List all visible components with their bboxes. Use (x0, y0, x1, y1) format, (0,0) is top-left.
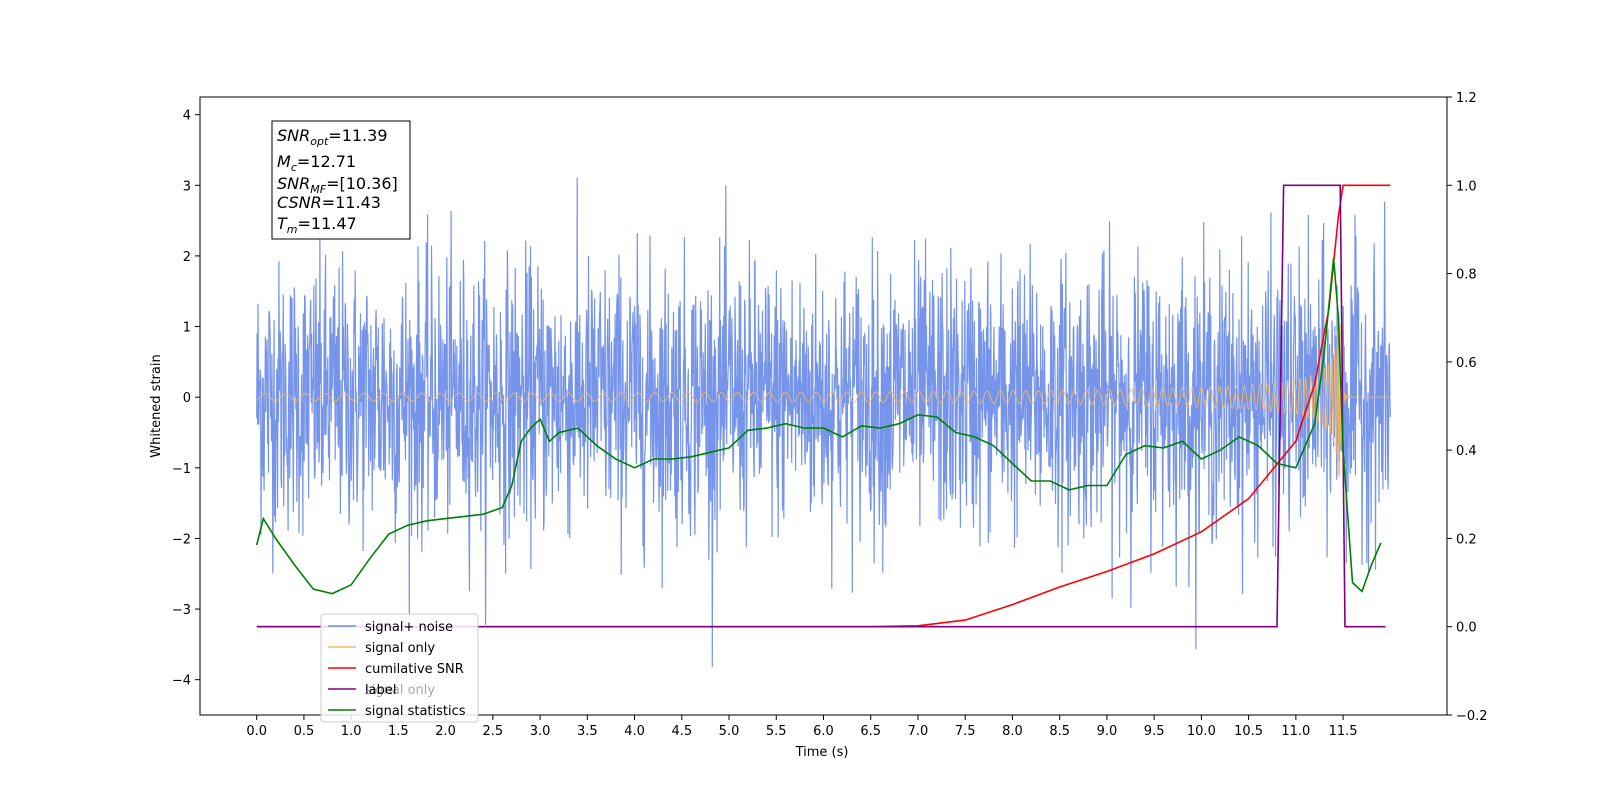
y2-tick-label: 0.2 (1456, 532, 1477, 547)
series-signal-statistics (255, 258, 1382, 595)
x-tick-label: 7.5 (955, 724, 976, 739)
x-tick-label: 11.5 (1329, 724, 1358, 739)
annotation-snr-opt: SNRopt=11.39 (277, 126, 388, 148)
x-tick-label: 9.5 (1144, 724, 1165, 739)
x-tick-label: 10.0 (1187, 724, 1216, 739)
y-tick-label: 4 (183, 109, 191, 124)
x-tick-label: 11.0 (1281, 724, 1310, 739)
legend-entry-label: signal only label (328, 683, 435, 698)
x-tick-label: 9.0 (1097, 724, 1118, 739)
plot-area (255, 177, 1391, 668)
x-tick-label: 0.5 (294, 724, 315, 739)
y2-tick-label: 1.0 (1456, 179, 1477, 194)
legend-label: label (365, 683, 396, 698)
y-tick-label: 3 (183, 179, 191, 194)
x-axis: 0.0 0.5 1.0 1.5 2.0 2.5 3.0 3.5 4.0 4.5 5.0 5.5 6.0 6… (246, 715, 1358, 739)
series-label (256, 184, 1386, 628)
y-tick-label: 0 (183, 391, 191, 406)
x-tick-label: 4.5 (671, 724, 692, 739)
legend-entry-signal-plus-noise: signal+ noise (328, 620, 453, 635)
legend-label: signal statistics (365, 704, 466, 719)
legend-entry-signal-statistics: signal statistics (328, 704, 466, 719)
x-tick-label: 6.0 (813, 724, 834, 739)
x-tick-label: 8.5 (1049, 724, 1070, 739)
y-axis-right: 1.2 1.0 0.8 0.6 0.4 0.2 0.0 −0.2 (1447, 91, 1488, 724)
annotation-snr-mf: SNRMF=[10.36] (277, 174, 398, 196)
y-tick-label: −3 (172, 603, 191, 618)
x-tick-label: 0.0 (246, 724, 267, 739)
annotation-csnr: CSNR=11.43 (277, 193, 381, 212)
x-tick-label: 2.0 (435, 724, 456, 739)
x-tick-label: 3.0 (530, 724, 551, 739)
x-tick-label: 6.5 (860, 724, 881, 739)
x-tick-label: 2.5 (483, 724, 504, 739)
y-tick-label: −2 (172, 532, 191, 547)
legend-entry-signal-only: signal only (328, 641, 435, 656)
x-tick-label: 10.5 (1234, 724, 1263, 739)
y2-tick-label: 0.8 (1456, 268, 1477, 283)
legend-label: signal only (365, 641, 435, 656)
y-tick-label: 2 (183, 250, 191, 265)
y2-tick-label: 0.4 (1456, 444, 1477, 459)
x-tick-label: 1.5 (388, 724, 409, 739)
y-tick-label: −1 (172, 462, 191, 477)
annotation-mc: Mc=12.71 (277, 152, 356, 174)
y2-tick-label: 0.6 (1456, 356, 1477, 371)
x-axis-label: Time (s) (795, 745, 849, 760)
x-tick-label: 3.5 (577, 724, 598, 739)
annotation-tm: Tm=11.47 (277, 214, 357, 236)
y2-tick-label: −0.2 (1456, 709, 1488, 724)
series-signal-only (256, 313, 1391, 478)
legend-label: cumilative SNR (365, 662, 464, 677)
series-signal-plus-noise (256, 177, 1391, 668)
y-axis-left: 4 3 2 1 0 −1 −2 −3 −4 (172, 109, 200, 689)
annotation-box: SNRopt=11.39 Mc=12.71 SNRMF=[10.36] CSNR… (271, 120, 411, 240)
y-tick-label: −4 (172, 674, 191, 689)
x-tick-label: 7.0 (908, 724, 929, 739)
x-tick-label: 5.5 (766, 724, 787, 739)
y2-tick-label: 0.0 (1456, 621, 1477, 636)
y2-tick-label: 1.2 (1456, 91, 1477, 106)
x-tick-label: 5.0 (719, 724, 740, 739)
y-axis-label: Whitened strain (149, 354, 164, 457)
x-tick-label: 1.0 (341, 724, 362, 739)
legend-label: signal+ noise (365, 620, 453, 635)
legend-label-overlapped: signal only (365, 683, 435, 698)
y-tick-label: 1 (183, 321, 191, 336)
x-tick-label: 4.0 (624, 724, 645, 739)
legend-entry-cumulative-snr: cumilative SNR (328, 662, 464, 677)
x-tick-label: 8.0 (1002, 724, 1023, 739)
legend: signal+ noise signal only cumilative SNR… (320, 613, 479, 723)
